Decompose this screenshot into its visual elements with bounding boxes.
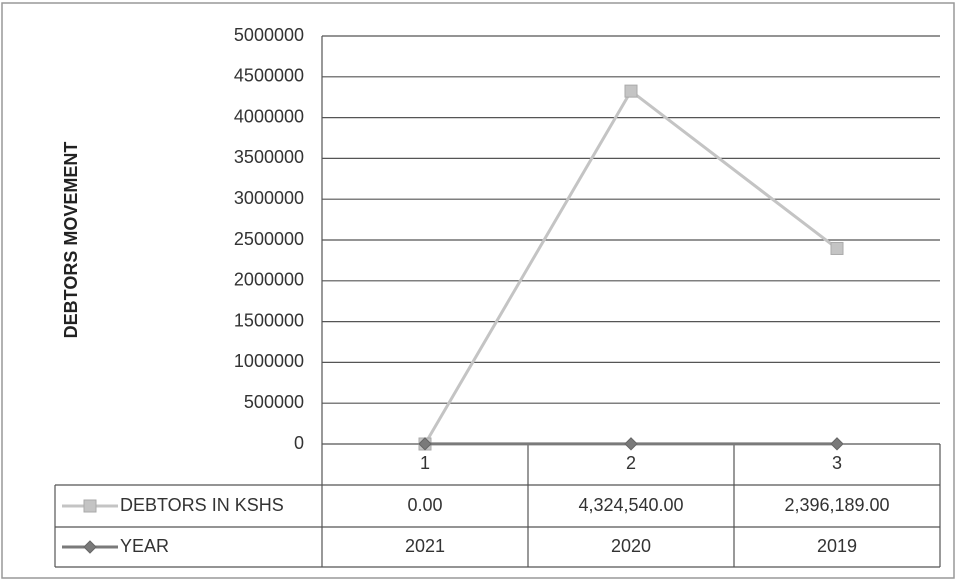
y-tick-label: 5000000	[234, 25, 304, 45]
y-tick-label: 2500000	[234, 229, 304, 249]
data-line	[423, 88, 838, 445]
y-tick-label: 4500000	[234, 66, 304, 86]
x-tick-label: 2	[626, 453, 636, 473]
legend-marker	[83, 499, 97, 513]
data-point	[624, 437, 638, 451]
y-axis-title: DEBTORS MOVEMENT	[61, 142, 81, 339]
table-cell: 2021	[405, 536, 445, 556]
legend-label: YEAR	[120, 536, 169, 556]
data-point	[624, 84, 638, 98]
y-tick-label: 4000000	[234, 106, 304, 126]
y-tick-label: 3500000	[234, 147, 304, 167]
legend-label: DEBTORS IN KSHS	[120, 495, 284, 515]
y-tick-label: 1000000	[234, 351, 304, 371]
y-tick-label: 0	[294, 433, 304, 453]
table-cell: 0.00	[407, 495, 442, 515]
legend-marker	[83, 540, 97, 554]
x-tick-label: 1	[420, 453, 430, 473]
table-cell: 2019	[817, 536, 857, 556]
data-point	[830, 241, 844, 255]
x-tick-label: 3	[832, 453, 842, 473]
y-tick-label: 3000000	[234, 188, 304, 208]
y-tick-label: 1500000	[234, 310, 304, 330]
y-tick-label: 500000	[244, 392, 304, 412]
data-point	[418, 437, 432, 451]
table-cell: 2020	[611, 536, 651, 556]
data-point	[830, 437, 844, 451]
table-cell: 4,324,540.00	[578, 495, 683, 515]
table-cell: 2,396,189.00	[784, 495, 889, 515]
y-tick-label: 2000000	[234, 270, 304, 290]
